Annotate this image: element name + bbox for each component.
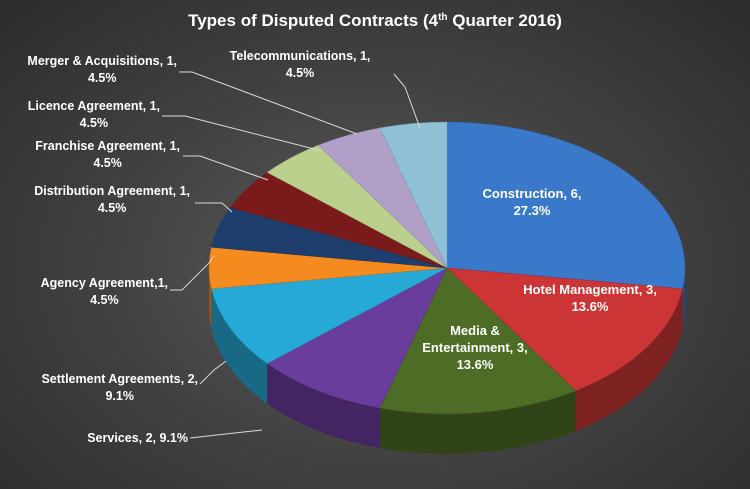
data-labels: Construction, 6, 27.3% Hotel Management, 3…: [27, 49, 656, 445]
data-label-services: Services, 2, 9.1%: [87, 431, 188, 445]
leader-line-licence-agreement: [162, 115, 319, 151]
data-label-line: Agency Agreement,1,: [41, 276, 168, 290]
data-label-line: 4.5%: [93, 156, 122, 170]
data-label-line: 27.3%: [514, 203, 551, 218]
data-label-line: Entertainment, 3,: [422, 340, 527, 355]
data-label-line: Services, 2, 9.1%: [87, 431, 188, 445]
chart-title-end: Quarter 2016): [448, 11, 562, 30]
leader-line-agency-agreement: [170, 254, 215, 291]
data-label-line: 4.5%: [88, 71, 117, 85]
slice-side-hotel-management: [575, 288, 683, 431]
slice-side-construction: [682, 268, 685, 329]
data-label-line: 4.5%: [98, 201, 127, 215]
slice-settlement-agreements: [211, 267, 448, 364]
data-label-line: 4.5%: [80, 116, 109, 130]
chart-title-main: Types of Disputed Contracts (4: [188, 11, 439, 30]
data-label-construction: Construction, 6, 27.3%: [483, 186, 582, 218]
data-label-media-entertainment: Media & Entertainment, 3, 13.6%: [422, 323, 527, 372]
data-label-distribution-agreement: Distribution Agreement, 1, 4.5%: [34, 184, 190, 215]
data-label-line: Merger & Acquisitions, 1,: [27, 54, 177, 68]
data-label-line: Settlement Agreements, 2,: [41, 372, 198, 386]
slice-telecommunications: [379, 121, 448, 269]
data-label-line: 4.5%: [90, 293, 119, 307]
slice-hotel-management: [446, 267, 683, 392]
slice-construction: [446, 121, 686, 290]
data-label-line: Licence Agreement, 1,: [28, 99, 160, 113]
data-label-line: Franchise Agreement, 1,: [35, 139, 180, 153]
leader-line-distribution-agreement: [195, 202, 233, 213]
leader-lines: [162, 71, 421, 439]
data-label-line: 4.5%: [286, 66, 315, 80]
data-label-hotel-management: Hotel Management, 3, 13.6%: [523, 282, 657, 314]
slice-side-services: [267, 363, 380, 449]
leader-line-telecommunications: [393, 73, 421, 129]
data-label-line: Distribution Agreement, 1,: [34, 184, 190, 198]
chart-title-superscript: th: [438, 12, 447, 23]
slice-media-entertainment: [379, 267, 577, 415]
slice-services: [266, 267, 448, 409]
data-label-line: Construction, 6,: [483, 186, 582, 201]
data-label-line: 13.6%: [572, 299, 609, 314]
slice-side-media-entertainment: [379, 390, 576, 455]
slice-side-settlement-agreements: [211, 288, 268, 404]
data-label-licence-agreement: Licence Agreement, 1, 4.5%: [28, 99, 160, 130]
leader-line-services: [189, 429, 263, 439]
chart-title: Types of Disputed Contracts (4th Quarter…: [188, 11, 562, 30]
pie-side-walls: [209, 268, 685, 455]
data-label-settlement-agreements: Settlement Agreements, 2, 9.1%: [41, 372, 198, 403]
data-label-line: 9.1%: [105, 389, 134, 403]
data-label-line: Media &: [450, 323, 500, 338]
leader-line-settlement-agreements: [199, 360, 227, 385]
data-label-line: 13.6%: [457, 357, 494, 372]
leader-line-merger-acquisitions: [179, 71, 358, 135]
slice-side-agency-agreement: [209, 268, 212, 329]
data-label-franchise-agreement: Franchise Agreement, 1, 4.5%: [35, 139, 180, 170]
data-label-line: Hotel Management, 3,: [523, 282, 657, 297]
data-label-line: Telecommunications, 1,: [230, 49, 371, 63]
leader-line-franchise-agreement: [183, 155, 269, 181]
data-label-agency-agreement: Agency Agreement,1, 4.5%: [41, 276, 168, 307]
pie-slices: [208, 121, 686, 415]
data-label-telecommunications: Telecommunications, 1, 4.5%: [230, 49, 371, 80]
data-label-merger-acquisitions: Merger & Acquisitions, 1, 4.5%: [27, 54, 177, 85]
